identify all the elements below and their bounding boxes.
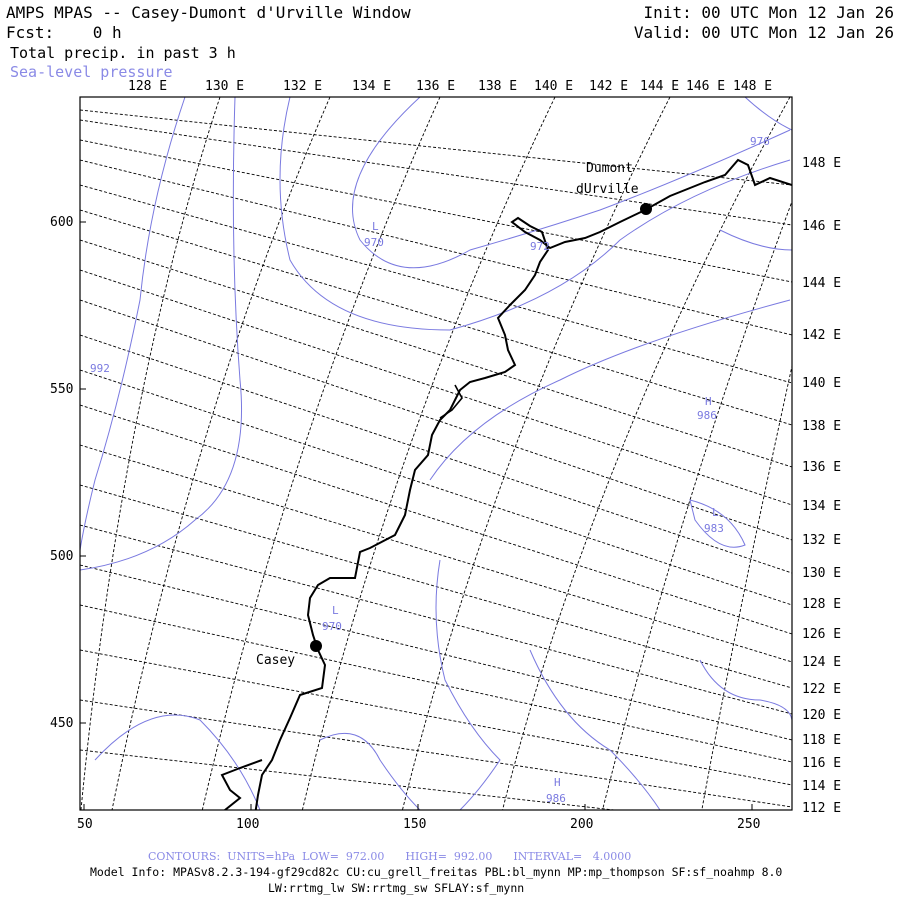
- model-info-line2: LW:rrtmg_lw SW:rrtmg_sw SFLAY:sf_mynn: [268, 881, 525, 895]
- contour-value-l1: 970: [364, 236, 384, 249]
- top-tick-label: 134 E: [352, 79, 391, 94]
- left-tick-label: 600: [50, 215, 73, 230]
- right-tick-label: 130 E: [802, 566, 841, 581]
- bottom-tick-label: 200: [570, 817, 593, 832]
- right-tick-label: 136 E: [802, 460, 841, 475]
- right-axis: 148 E 146 E 144 E 142 E 140 E 138 E 136 …: [802, 156, 841, 816]
- map-title: AMPS MPAS -- Casey-Dumont d'Urville Wind…: [6, 3, 411, 22]
- bottom-tick-label: 150: [403, 817, 426, 832]
- right-tick-label: 142 E: [802, 328, 841, 343]
- left-tick-label: 500: [50, 549, 73, 564]
- right-tick-label: 140 E: [802, 376, 841, 391]
- coastline: [254, 158, 792, 810]
- contour-letter-l1: L: [372, 220, 379, 233]
- right-tick-label: 124 E: [802, 655, 841, 670]
- right-tick-label: 138 E: [802, 419, 841, 434]
- top-axis: 128 E 130 E 132 E 134 E 136 E 138 E 140 …: [128, 79, 772, 94]
- model-info-line1: Model Info: MPASv8.2.3-194-gf29cd82c CU:…: [90, 865, 783, 879]
- top-tick-label: 142 E: [589, 79, 628, 94]
- valid-time: Valid: 00 UTC Mon 12 Jan 26: [633, 23, 894, 42]
- bottom-tick-label: 100: [236, 817, 259, 832]
- contour-value-l4: 983: [704, 522, 724, 535]
- right-tick-label: 134 E: [802, 499, 841, 514]
- contour-letter-h1: H: [705, 395, 712, 408]
- plot-frame: [79, 96, 793, 811]
- latitude-lines: [80, 97, 792, 810]
- right-tick-label: 128 E: [802, 597, 841, 612]
- station-dot-casey[interactable]: [310, 640, 322, 652]
- pressure-contours: [80, 97, 792, 810]
- left-tick-label: 450: [50, 716, 73, 731]
- top-tick-label: 138 E: [478, 79, 517, 94]
- contour-value-972: 972: [530, 240, 550, 253]
- top-tick-label: 140 E: [534, 79, 573, 94]
- left-axis: 600 550 500 450: [50, 215, 86, 731]
- top-tick-label: 132 E: [283, 79, 322, 94]
- right-tick-label: 114 E: [802, 779, 841, 794]
- init-time: Init: 00 UTC Mon 12 Jan 26: [643, 3, 894, 22]
- right-tick-label: 120 E: [802, 708, 841, 723]
- right-tick-label: 122 E: [802, 682, 841, 697]
- contour-letter-l4: L: [712, 506, 719, 519]
- right-tick-label: 126 E: [802, 627, 841, 642]
- contour-value-h2: 986: [546, 792, 566, 805]
- right-tick-label: 116 E: [802, 756, 841, 771]
- station-label-casey: Casey: [256, 653, 295, 668]
- bottom-axis: 50 100 150 200 250: [77, 804, 760, 832]
- contour-letter-h2: H: [554, 776, 561, 789]
- left-tick-label: 550: [50, 382, 73, 397]
- top-tick-label: 128 E: [128, 79, 167, 94]
- contour-letter-l5: L: [332, 604, 339, 617]
- right-tick-label: 118 E: [802, 733, 841, 748]
- right-tick-label: 148 E: [802, 156, 841, 171]
- contour-value-h1: 986: [697, 409, 717, 422]
- right-tick-label: 146 E: [802, 219, 841, 234]
- top-tick-label: 148 E: [733, 79, 772, 94]
- coastline-island: [439, 384, 463, 419]
- top-tick-label: 130 E: [205, 79, 244, 94]
- field-precip: Total precip. in past 3 h: [10, 44, 236, 62]
- station-dot-dumont[interactable]: [640, 203, 652, 215]
- forecast-hour: Fcst: 0 h: [6, 23, 122, 42]
- longitude-lines: [80, 109, 792, 810]
- right-tick-label: 144 E: [802, 276, 841, 291]
- right-tick-label: 112 E: [802, 801, 841, 816]
- contour-value-976: 976: [750, 135, 770, 148]
- right-tick-label: 132 E: [802, 533, 841, 548]
- contour-value-992: 992: [90, 362, 110, 375]
- field-slp: Sea-level pressure: [10, 63, 173, 81]
- coastline-inlet: [220, 759, 263, 810]
- station-label-dumont: Dumont: [586, 161, 633, 176]
- bottom-tick-label: 250: [737, 817, 760, 832]
- map-plot-area: [80, 97, 792, 810]
- contour-value-l5: 970: [322, 620, 342, 633]
- top-tick-label: 136 E: [416, 79, 455, 94]
- contour-info: CONTOURS: UNITS=hPa LOW= 972.00 HIGH= 99…: [148, 850, 632, 863]
- top-tick-label: 144 E: [640, 79, 679, 94]
- top-tick-label: 146 E: [686, 79, 725, 94]
- station-label-durville: dUrville: [576, 182, 639, 197]
- bottom-tick-label: 50: [77, 817, 93, 832]
